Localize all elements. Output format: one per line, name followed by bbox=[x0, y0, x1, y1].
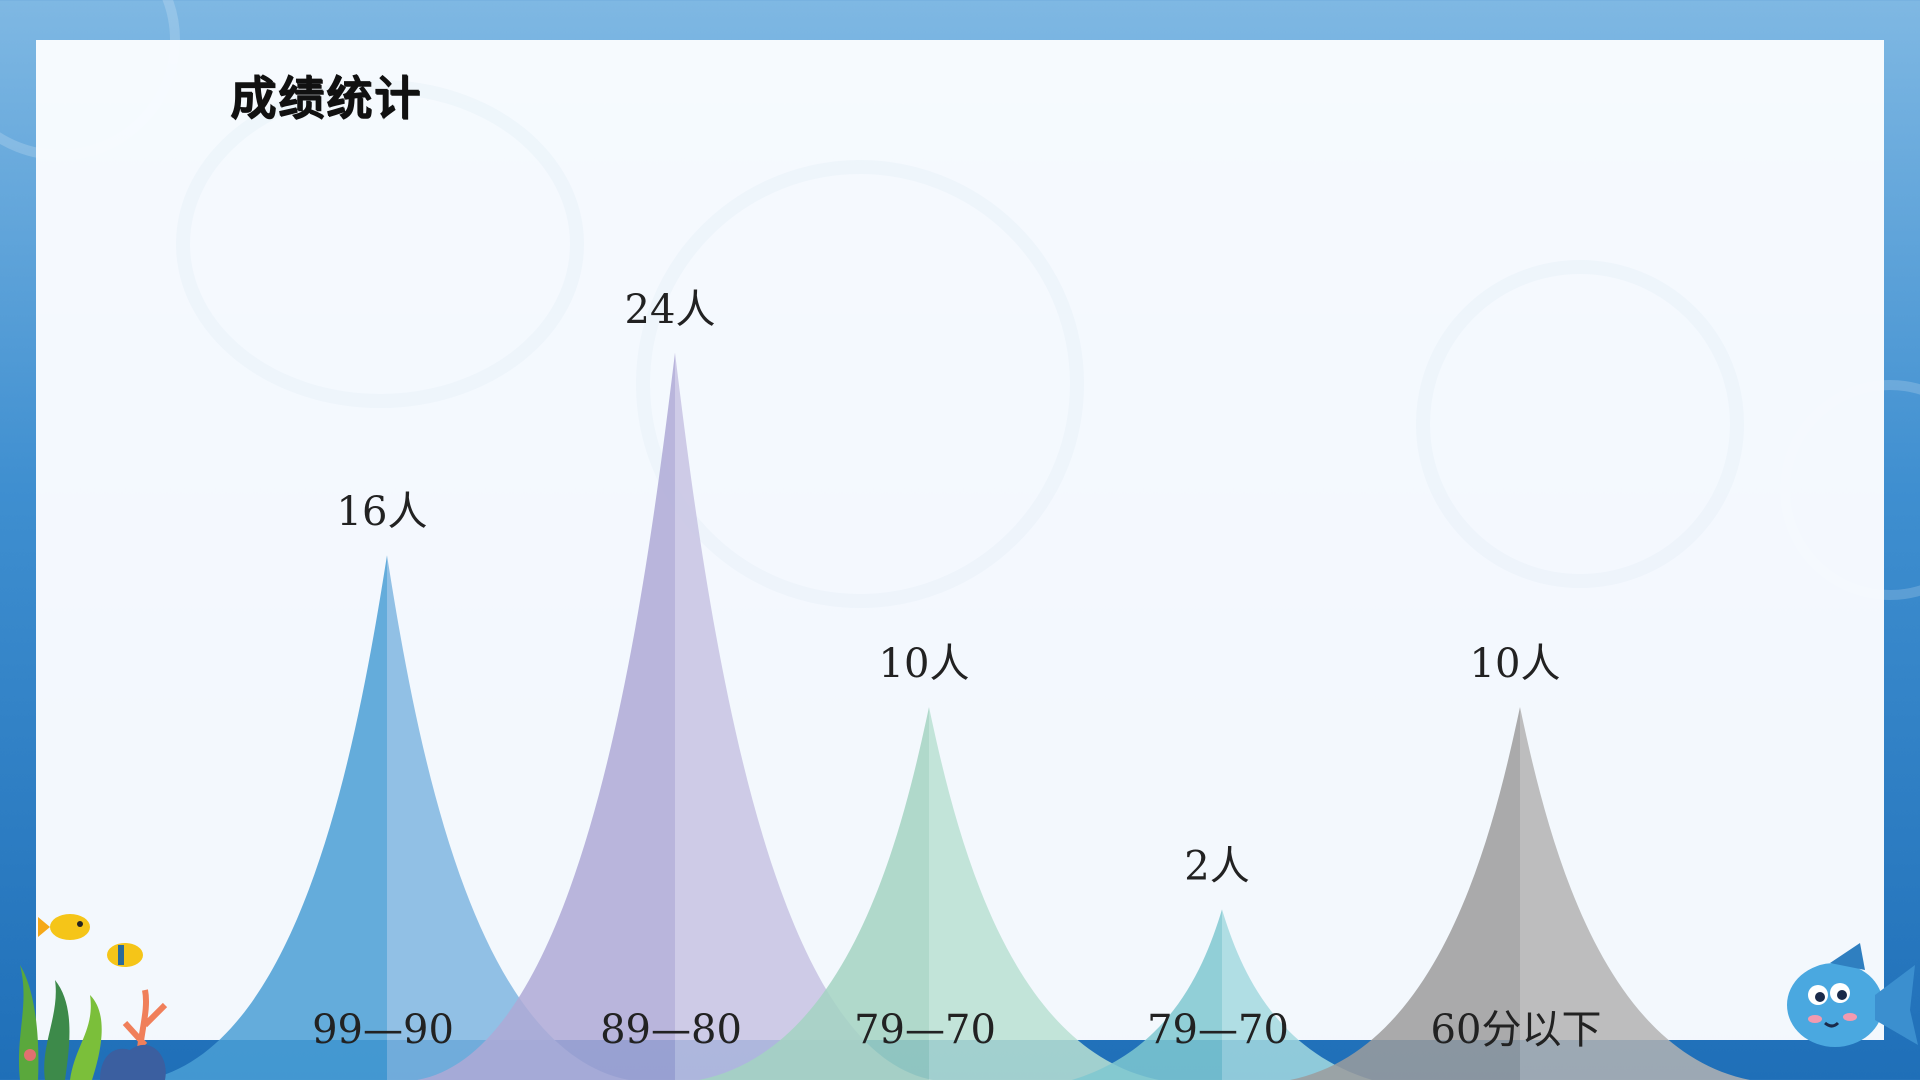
peak-left-5 bbox=[1290, 707, 1520, 1080]
peak-left-2 bbox=[417, 352, 675, 1080]
peak-left-4 bbox=[1072, 909, 1222, 1080]
category-label-2: 89—80 bbox=[600, 1007, 742, 1053]
peak-left-1 bbox=[145, 555, 387, 1080]
peak-right-1 bbox=[387, 555, 629, 1080]
category-label-5: 60分以下 bbox=[1431, 1007, 1602, 1053]
value-label-1: 16人 bbox=[337, 489, 428, 535]
blue-cartoon-fish-icon bbox=[1787, 943, 1918, 1047]
value-label-5: 10人 bbox=[1470, 641, 1561, 687]
peak-right-2 bbox=[675, 352, 933, 1080]
category-label-1: 99—90 bbox=[312, 1007, 454, 1053]
category-label-3: 79—70 bbox=[854, 1007, 996, 1053]
value-label-3: 10人 bbox=[879, 641, 970, 687]
page-title: 成绩统计 bbox=[230, 71, 422, 125]
value-label-4: 2人 bbox=[1184, 843, 1249, 889]
peak-left-3 bbox=[699, 707, 929, 1080]
coral-reef-with-yellow-fish-icon bbox=[18, 914, 168, 1080]
peak-right-5 bbox=[1520, 707, 1750, 1080]
peak-right-3 bbox=[929, 707, 1159, 1080]
category-label-4: 79—70 bbox=[1147, 1007, 1289, 1053]
peak-right-4 bbox=[1222, 909, 1372, 1080]
value-label-2: 24人 bbox=[625, 287, 716, 333]
